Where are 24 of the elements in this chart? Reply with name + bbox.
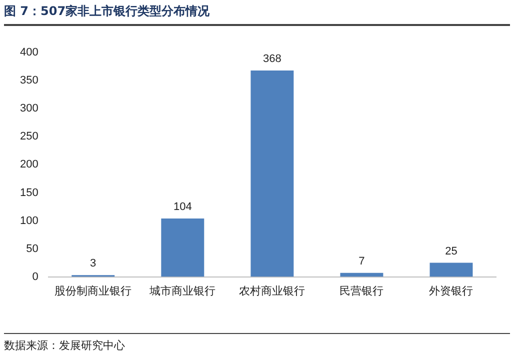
y-tick-label: 300	[20, 102, 38, 115]
chart-title: 图 7：507家非上市银行类型分布情况	[4, 3, 510, 26]
bar	[250, 70, 294, 277]
bar	[430, 262, 473, 277]
y-tick-label: 100	[20, 214, 38, 227]
bar	[161, 218, 204, 277]
x-tick-label: 城市商业银行	[148, 284, 216, 298]
y-tick-label: 250	[20, 130, 38, 143]
data-label: 3	[90, 258, 96, 270]
y-tick-label: 150	[20, 186, 38, 199]
data-label: 7	[358, 255, 365, 268]
y-tick-label: 200	[20, 158, 38, 171]
x-tick-label: 外资银行	[429, 284, 474, 298]
data-label: 25	[445, 245, 458, 258]
y-tick-label: 0	[32, 270, 38, 283]
y-tick-label: 50	[26, 242, 38, 255]
source-note: 数据来源：发展研究中心	[4, 333, 510, 353]
x-tick-label: 农村商业银行	[239, 284, 306, 298]
y-tick-label: 400	[20, 46, 38, 59]
data-label: 368	[262, 53, 282, 66]
data-label: 104	[173, 201, 192, 214]
x-tick-label: 民营银行	[340, 284, 384, 298]
x-tick-label: 股份制商业银行	[54, 284, 132, 298]
y-tick-label: 350	[20, 74, 38, 87]
